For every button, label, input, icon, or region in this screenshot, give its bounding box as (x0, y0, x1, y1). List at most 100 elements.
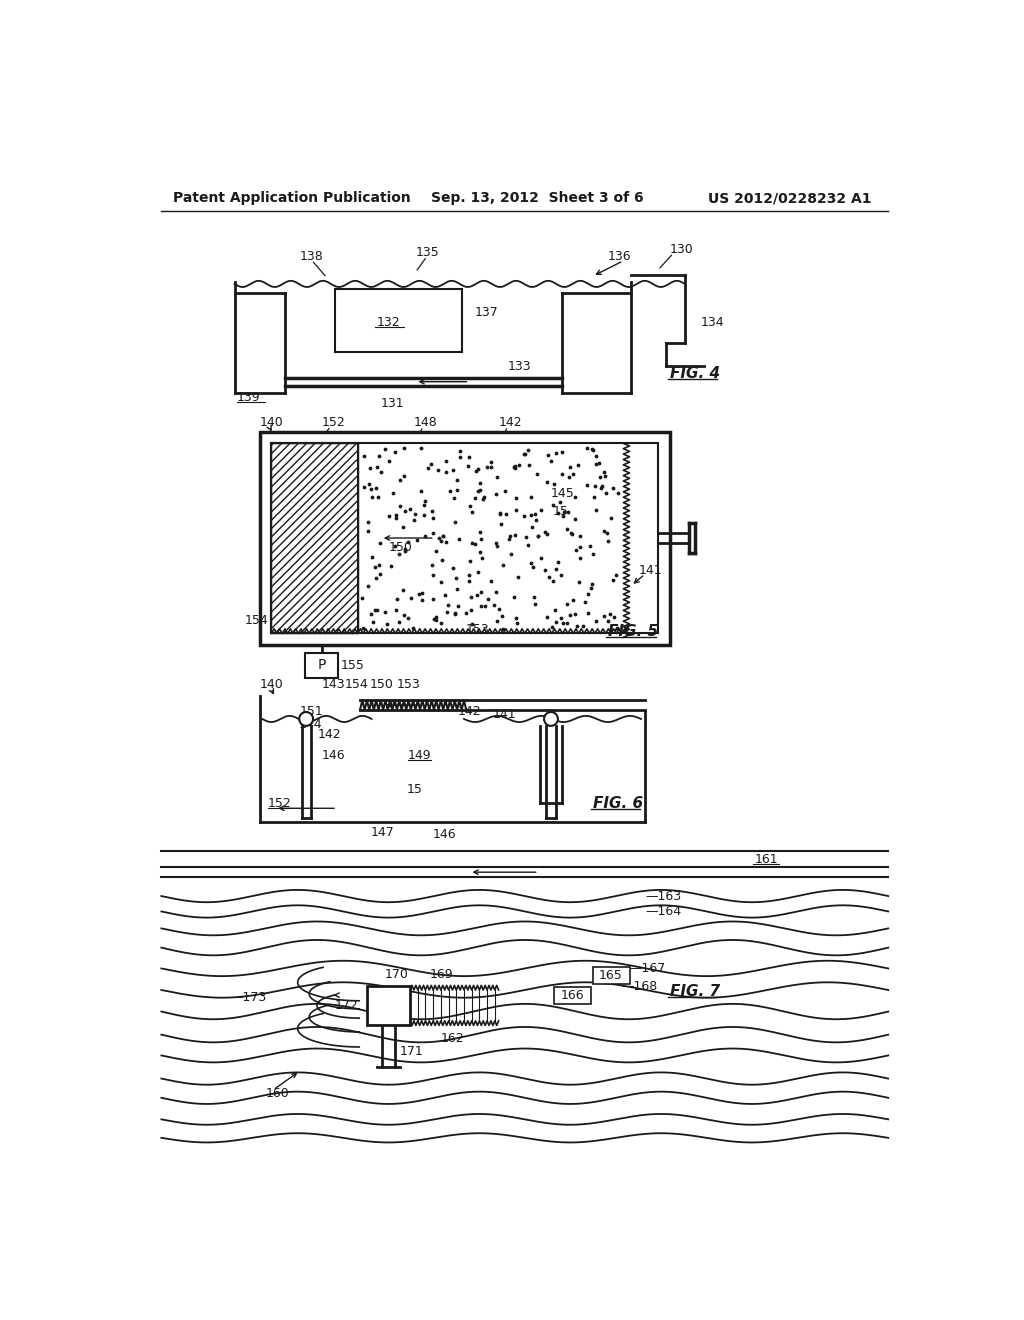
Point (416, 504, 432, 525)
Point (464, 502, 480, 523)
Text: 134: 134 (700, 315, 724, 329)
Point (488, 483, 505, 504)
Point (542, 566, 558, 587)
Point (529, 525, 546, 546)
Point (488, 535, 505, 556)
Point (560, 502, 577, 523)
Text: 136: 136 (608, 251, 632, 264)
Point (550, 552, 566, 573)
Point (580, 602, 596, 623)
Point (373, 461, 389, 482)
Point (365, 612, 381, 634)
Point (488, 467, 505, 488)
Point (476, 595, 493, 616)
Point (371, 445, 387, 466)
Point (597, 465, 613, 486)
Point (396, 466, 413, 487)
Point (356, 477, 373, 498)
Point (580, 437, 596, 458)
Point (570, 572, 587, 593)
Point (539, 524, 555, 545)
Point (437, 583, 454, 605)
Point (496, 554, 512, 576)
Point (556, 502, 572, 523)
Point (547, 599, 563, 620)
Point (353, 587, 370, 609)
Point (391, 543, 408, 564)
Point (503, 544, 519, 565)
Point (472, 541, 488, 562)
Text: 138: 138 (300, 249, 324, 263)
Point (552, 491, 568, 512)
Point (507, 457, 523, 478)
Point (494, 606, 510, 627)
Point (603, 507, 620, 528)
Point (476, 487, 493, 508)
Text: 140: 140 (260, 416, 284, 429)
Point (420, 458, 436, 479)
Point (467, 533, 483, 554)
Text: 142: 142 (458, 705, 481, 718)
Point (424, 554, 440, 576)
Point (502, 525, 518, 546)
Text: 150: 150 (370, 677, 393, 690)
Point (383, 556, 399, 577)
Point (409, 529, 425, 550)
Point (571, 548, 588, 569)
Text: 154: 154 (345, 677, 369, 690)
Point (559, 519, 575, 540)
Point (433, 531, 450, 552)
Point (532, 499, 549, 520)
Point (569, 454, 586, 475)
Point (554, 442, 570, 463)
Point (566, 605, 583, 626)
Point (438, 461, 455, 482)
Point (400, 532, 417, 553)
Point (554, 463, 570, 484)
Point (596, 520, 612, 541)
Bar (367, 986, 410, 1024)
Point (425, 507, 441, 528)
Point (362, 603, 379, 624)
Point (555, 612, 571, 634)
Text: 141: 141 (639, 564, 663, 577)
Point (458, 603, 474, 624)
Point (569, 615, 586, 636)
Point (472, 479, 488, 500)
Text: 130: 130 (670, 243, 693, 256)
Point (428, 607, 444, 628)
Point (425, 523, 441, 544)
Point (537, 560, 553, 581)
Text: 148: 148 (414, 416, 437, 429)
Point (600, 610, 616, 631)
Point (372, 554, 388, 576)
Point (377, 438, 393, 459)
Point (510, 566, 526, 587)
Point (515, 506, 531, 527)
Text: —173: —173 (230, 991, 267, 1005)
Text: 171: 171 (400, 1045, 424, 1059)
Point (386, 536, 402, 557)
Point (520, 535, 537, 556)
Point (397, 500, 414, 521)
Point (367, 599, 383, 620)
Point (609, 482, 626, 503)
Point (583, 535, 599, 556)
Point (450, 469, 466, 490)
Point (449, 479, 465, 500)
Point (452, 446, 468, 467)
Point (391, 469, 408, 490)
Point (387, 442, 403, 463)
Text: Patent Application Publication: Patent Application Publication (173, 191, 411, 206)
Point (548, 611, 564, 632)
Point (451, 528, 467, 549)
Point (428, 541, 444, 562)
Point (488, 581, 505, 602)
Text: 144: 144 (298, 718, 322, 731)
Point (467, 488, 483, 510)
Point (527, 510, 544, 531)
Point (433, 612, 450, 634)
Point (577, 591, 593, 612)
Point (602, 603, 618, 624)
Point (355, 618, 372, 639)
